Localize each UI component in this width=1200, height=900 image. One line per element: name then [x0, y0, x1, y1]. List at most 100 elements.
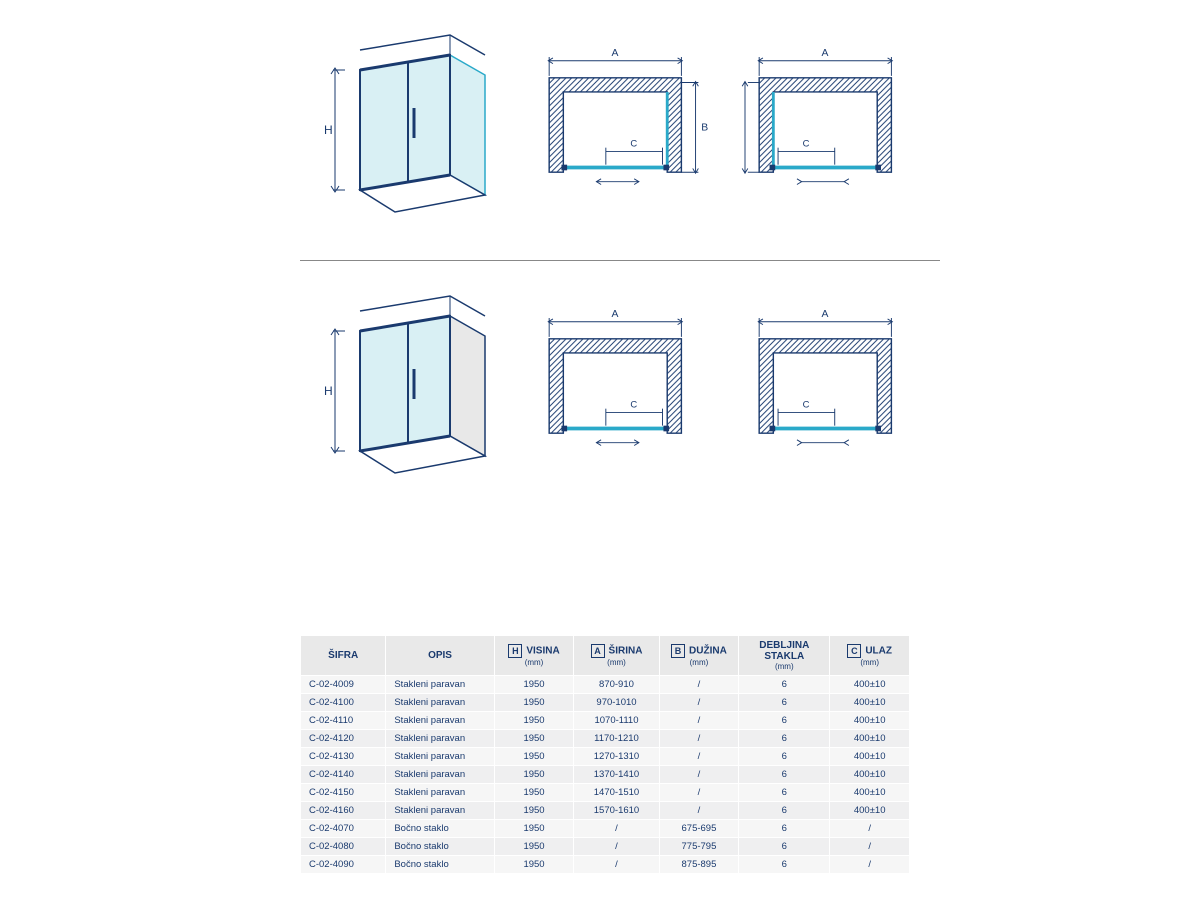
plan-view-left: A C B [740, 40, 920, 220]
table-row: C-02-4009Stakleni paravan1950870-910/640… [301, 676, 910, 694]
plan-diagram: A C [740, 301, 920, 471]
svg-text:A: A [612, 48, 619, 59]
plan-view-left: A C [740, 301, 920, 481]
table-row: C-02-4140Stakleni paravan19501370-1410/6… [301, 766, 910, 784]
th-visina: HVISINA (mm) [494, 636, 574, 676]
cell-sifra: C-02-4080 [301, 838, 386, 856]
table-row: C-02-4120Stakleni paravan19501170-1210/6… [301, 730, 910, 748]
cell-debljina: 6 [739, 730, 830, 748]
cell-ulaz: 400±10 [830, 730, 910, 748]
cell-visina: 1950 [494, 784, 574, 802]
cell-ulaz: / [830, 838, 910, 856]
svg-text:B: B [740, 123, 741, 134]
cell-sirina: 1070-1110 [574, 712, 659, 730]
cell-duzina: / [659, 676, 739, 694]
dim-box-a-icon: A [591, 644, 605, 658]
cell-duzina: / [659, 730, 739, 748]
plan-diagram: A C B [740, 40, 920, 210]
svg-text:C: C [803, 139, 810, 150]
cell-sifra: C-02-4070 [301, 820, 386, 838]
plan-view-right: A C B [530, 40, 710, 220]
dim-box-b-icon: B [671, 644, 685, 658]
cell-sirina: 1570-1610 [574, 802, 659, 820]
cell-debljina: 6 [739, 802, 830, 820]
cell-ulaz: 400±10 [830, 766, 910, 784]
cell-visina: 1950 [494, 730, 574, 748]
svg-text:A: A [612, 309, 619, 320]
cell-sirina: / [574, 856, 659, 874]
cell-duzina: / [659, 784, 739, 802]
dim-box-h-icon: H [508, 644, 522, 658]
th-sirina: AŠIRINA (mm) [574, 636, 659, 676]
cell-duzina: 875-895 [659, 856, 739, 874]
cell-ulaz: / [830, 856, 910, 874]
cell-debljina: 6 [739, 838, 830, 856]
cell-sirina: 970-1010 [574, 694, 659, 712]
table-row: C-02-4110Stakleni paravan19501070-1110/6… [301, 712, 910, 730]
cell-debljina: 6 [739, 712, 830, 730]
cell-opis: Stakleni paravan [386, 766, 494, 784]
cell-opis: Stakleni paravan [386, 784, 494, 802]
iso-diagram: H [300, 30, 500, 230]
cell-ulaz: 400±10 [830, 748, 910, 766]
cell-duzina: / [659, 802, 739, 820]
cell-visina: 1950 [494, 712, 574, 730]
cell-sirina: 1470-1510 [574, 784, 659, 802]
cell-opis: Bočno staklo [386, 838, 494, 856]
cell-sifra: C-02-4110 [301, 712, 386, 730]
cell-ulaz: 400±10 [830, 802, 910, 820]
svg-text:H: H [324, 384, 333, 398]
cell-visina: 1950 [494, 802, 574, 820]
plan-diagram: A C [530, 301, 710, 471]
cell-debljina: 6 [739, 784, 830, 802]
cell-opis: Stakleni paravan [386, 676, 494, 694]
cell-opis: Stakleni paravan [386, 802, 494, 820]
cell-sirina: / [574, 820, 659, 838]
cell-duzina: / [659, 766, 739, 784]
cell-opis: Bočno staklo [386, 856, 494, 874]
table-row: C-02-4100Stakleni paravan1950970-1010/64… [301, 694, 910, 712]
cell-sirina: 1370-1410 [574, 766, 659, 784]
cell-opis: Bočno staklo [386, 820, 494, 838]
cell-sifra: C-02-4160 [301, 802, 386, 820]
svg-text:H: H [324, 123, 333, 137]
cell-duzina: / [659, 694, 739, 712]
cell-sifra: C-02-4150 [301, 784, 386, 802]
svg-text:B: B [701, 123, 708, 134]
cell-visina: 1950 [494, 766, 574, 784]
cell-visina: 1950 [494, 820, 574, 838]
cell-duzina: / [659, 748, 739, 766]
cell-visina: 1950 [494, 748, 574, 766]
diagram-row: H A C B [300, 20, 940, 260]
dim-box-c-icon: C [847, 644, 861, 658]
th-duzina: BDUŽINA (mm) [659, 636, 739, 676]
cell-opis: Stakleni paravan [386, 748, 494, 766]
iso-view: H [300, 30, 500, 230]
table-row: C-02-4160Stakleni paravan19501570-1610/6… [301, 802, 910, 820]
table-row: C-02-4130Stakleni paravan19501270-1310/6… [301, 748, 910, 766]
table-row: C-02-4070Bočno staklo1950/675-6956/ [301, 820, 910, 838]
cell-sifra: C-02-4120 [301, 730, 386, 748]
table-row: C-02-4150Stakleni paravan19501470-1510/6… [301, 784, 910, 802]
plan-view-right: A C [530, 301, 710, 481]
cell-ulaz: 400±10 [830, 784, 910, 802]
cell-debljina: 6 [739, 676, 830, 694]
table-row: C-02-4090Bočno staklo1950/875-8956/ [301, 856, 910, 874]
cell-debljina: 6 [739, 820, 830, 838]
cell-sifra: C-02-4090 [301, 856, 386, 874]
svg-text:C: C [803, 400, 810, 411]
cell-duzina: 675-695 [659, 820, 739, 838]
cell-visina: 1950 [494, 676, 574, 694]
cell-visina: 1950 [494, 838, 574, 856]
cell-ulaz: / [830, 820, 910, 838]
svg-text:C: C [630, 400, 637, 411]
svg-text:C: C [630, 139, 637, 150]
th-ulaz: CULAZ (mm) [830, 636, 910, 676]
cell-duzina: / [659, 712, 739, 730]
cell-sifra: C-02-4130 [301, 748, 386, 766]
plan-diagram: A C B [530, 40, 710, 210]
th-sifra: ŠIFRA [301, 636, 386, 676]
cell-opis: Stakleni paravan [386, 694, 494, 712]
cell-debljina: 6 [739, 748, 830, 766]
cell-debljina: 6 [739, 766, 830, 784]
